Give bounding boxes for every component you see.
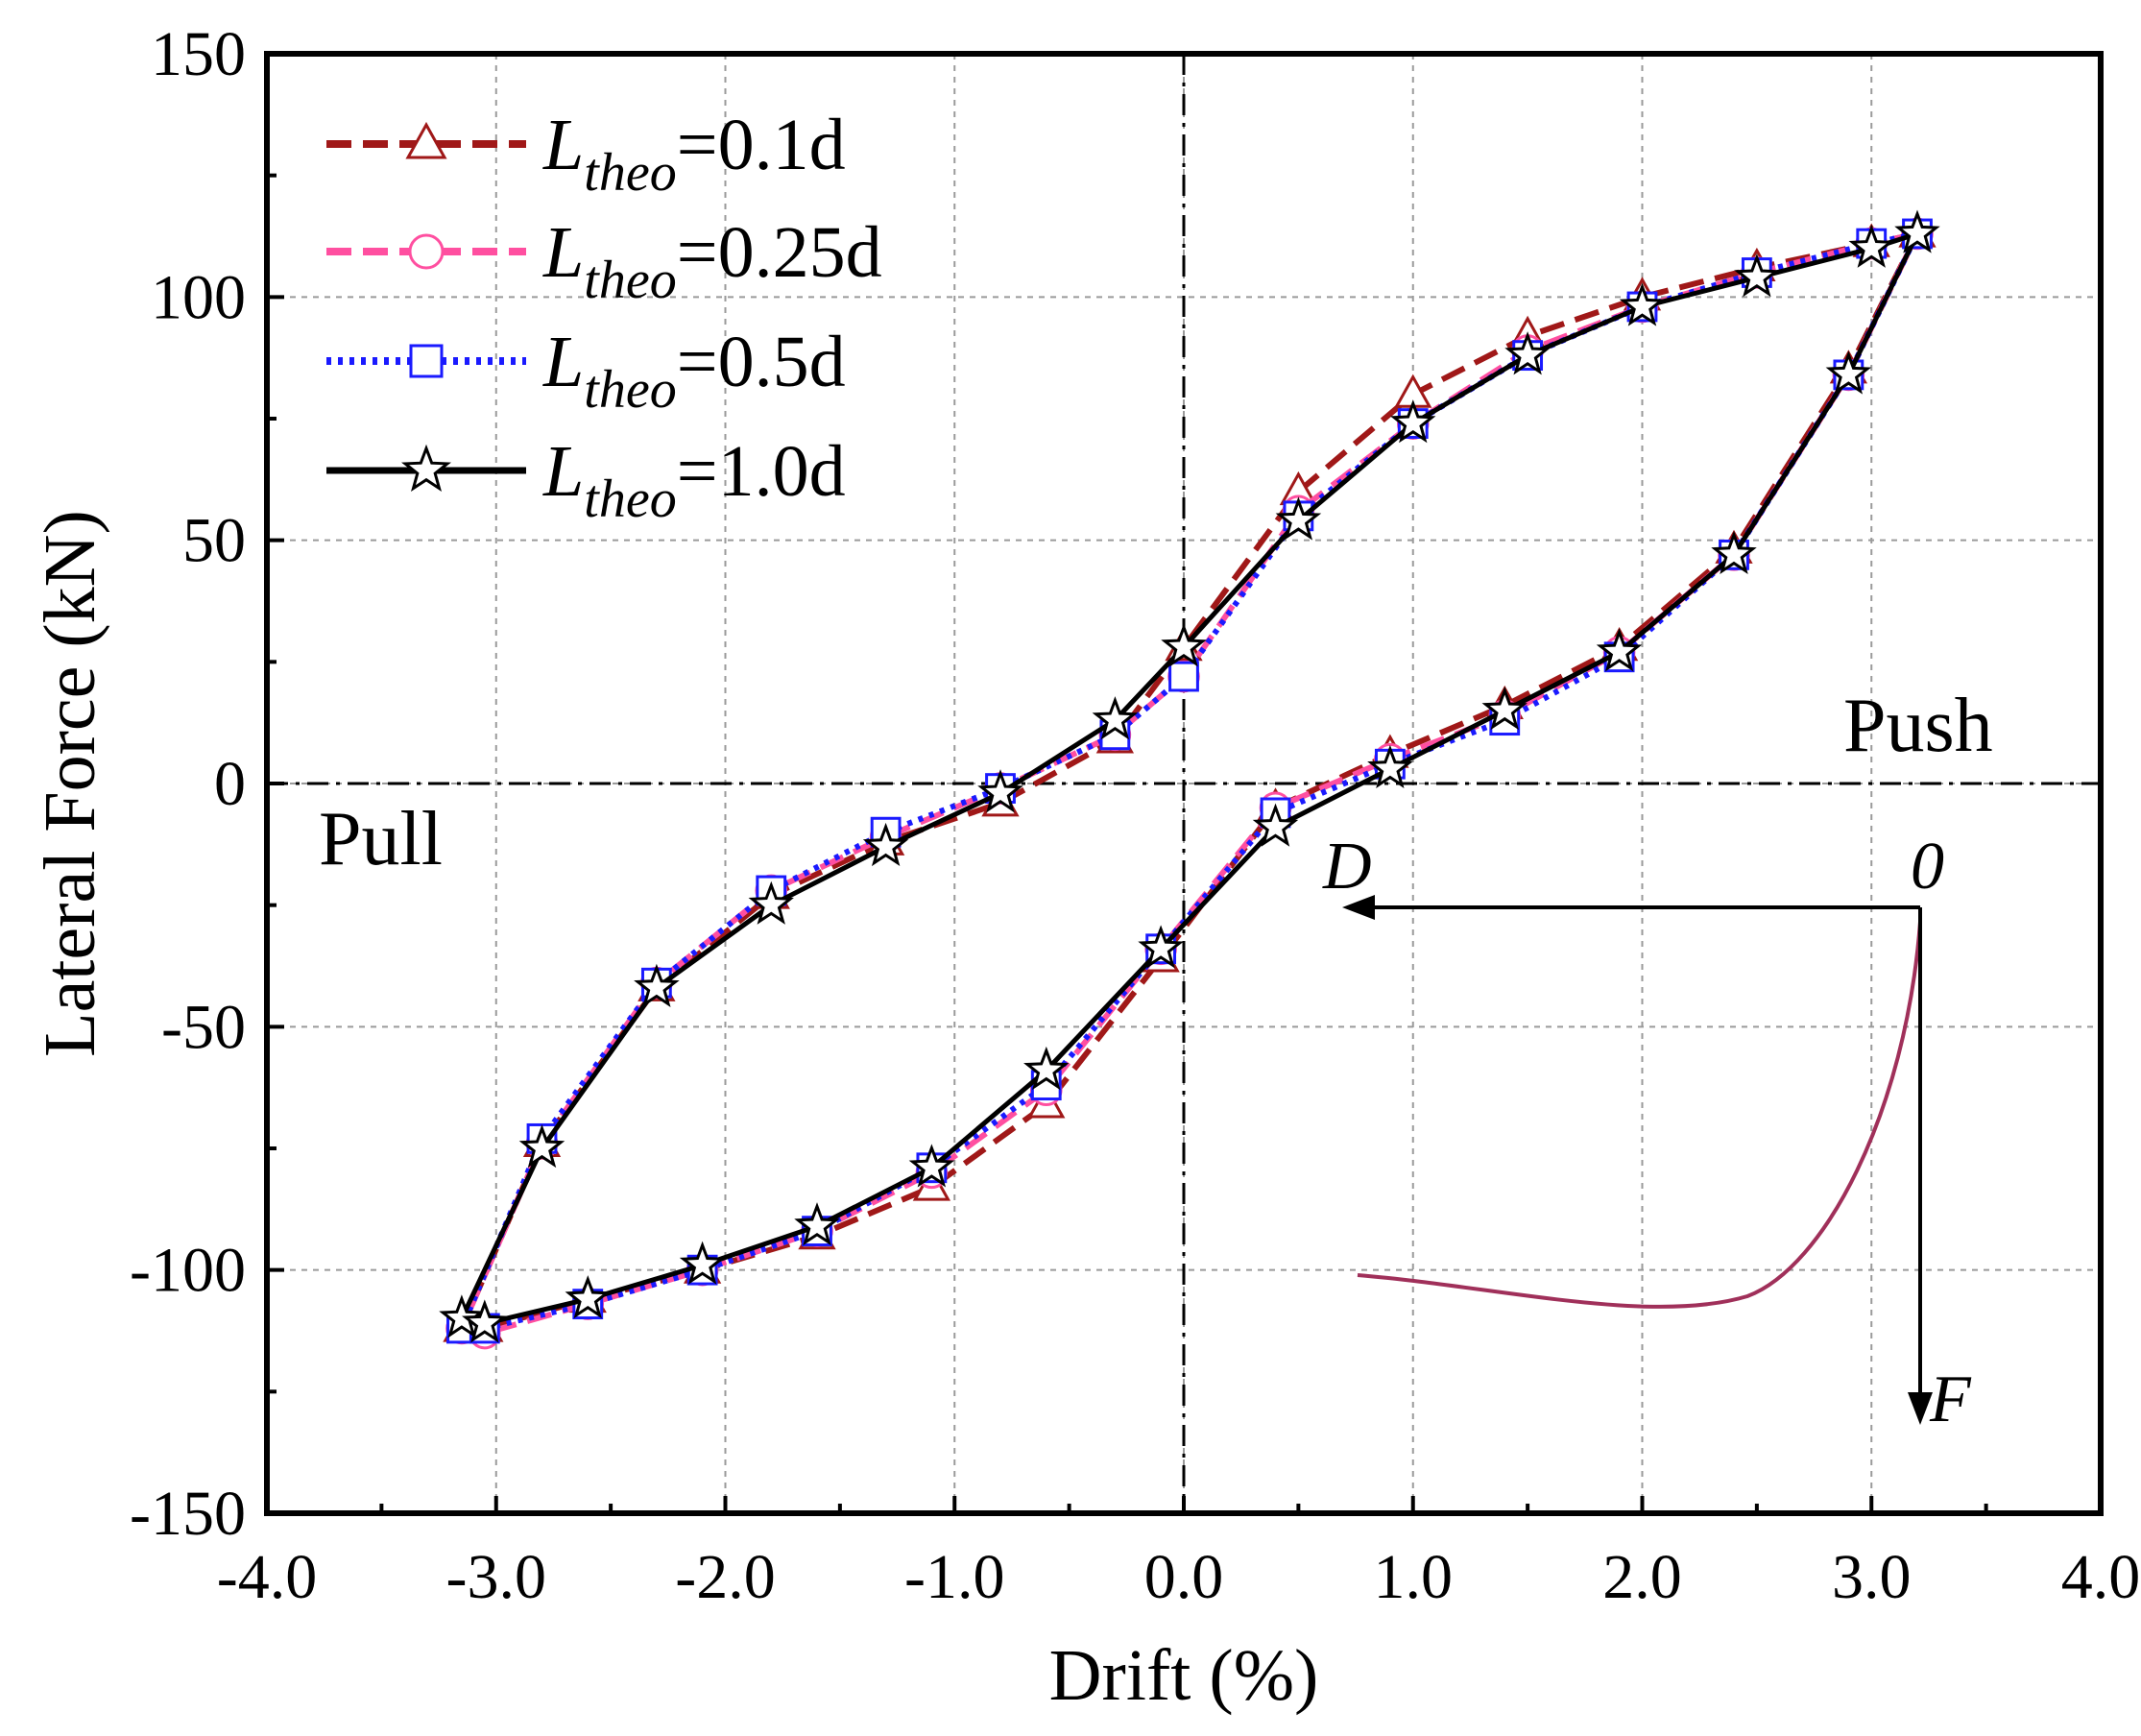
inset-f-arrowhead (1908, 1392, 1933, 1425)
legend-label-sub: theo (584, 470, 676, 529)
push-label: Push (1843, 684, 1993, 768)
star-marker (679, 1241, 726, 1285)
star-marker (565, 1275, 611, 1319)
inset-diagram: 0 D F (1322, 830, 1972, 1436)
circle-marker (408, 233, 445, 270)
legend-item: Ltheo=1.0d (326, 431, 846, 529)
series (439, 209, 1940, 1350)
legend-label: Ltheo=1.0d (542, 431, 846, 529)
star-marker (1825, 350, 1872, 395)
star-marker (634, 963, 680, 1007)
legend: Ltheo=0.1dLtheo=0.25dLtheo=0.5dLtheo=1.0… (326, 105, 882, 529)
y-tick-label: -150 (130, 1479, 246, 1549)
legend-item: Ltheo=0.5d (326, 322, 846, 420)
x-tick-label: -4.0 (217, 1542, 317, 1612)
y-tick-label: 50 (182, 506, 246, 576)
y-axis-title: Lateral Force (kN) (30, 510, 110, 1057)
inset-f-label: F (1929, 1362, 1972, 1436)
star-marker (1367, 744, 1413, 788)
y-tick-label: 0 (214, 749, 246, 819)
y-tick-label: 100 (151, 262, 246, 332)
legend-label-value: =1.0d (677, 431, 846, 512)
star-marker (1481, 687, 1528, 731)
star-marker (518, 1124, 565, 1169)
legend-label-main: L (542, 431, 584, 512)
legend-label-main: L (542, 212, 584, 293)
legend-label: Ltheo=0.5d (542, 322, 846, 420)
y-tick-label: 150 (151, 19, 246, 89)
star-marker (1138, 925, 1184, 969)
axis-ticks (265, 52, 2103, 1515)
legend-label-sub: theo (584, 251, 676, 310)
pull-label: Pull (319, 797, 443, 881)
legend-label: Ltheo=0.1d (542, 105, 846, 203)
star-marker (1023, 1046, 1070, 1091)
star-marker (977, 769, 1023, 813)
star-marker (1252, 803, 1299, 847)
inset-d-arrowhead (1342, 895, 1375, 920)
star-marker (862, 822, 909, 867)
legend-label-value: =0.5d (677, 322, 846, 402)
triangle-marker (405, 121, 447, 159)
star-marker (1161, 623, 1207, 667)
x-tick-label: 0.0 (1144, 1542, 1224, 1612)
legend-label-value: =0.1d (677, 105, 846, 185)
legend-label-sub: theo (584, 360, 676, 420)
star-marker (1711, 530, 1757, 575)
x-tick-label: -2.0 (675, 1542, 775, 1612)
star-marker (1848, 224, 1894, 268)
star-marker (1275, 496, 1322, 541)
x-tick-label: -3.0 (446, 1542, 546, 1612)
x-tick-label: 1.0 (1374, 1542, 1454, 1612)
series-star (439, 209, 1940, 1343)
inset-origin-label: 0 (1911, 830, 1944, 904)
x-tick-label: 4.0 (2061, 1542, 2141, 1612)
star-marker (1894, 209, 1940, 253)
legend-item: Ltheo=0.1d (326, 105, 846, 203)
star-marker (1596, 628, 1643, 672)
legend-label-sub: theo (584, 143, 676, 203)
legend-label: Ltheo=0.25d (542, 212, 882, 310)
inset-d-label: D (1322, 830, 1372, 904)
star-marker (439, 1294, 485, 1338)
y-tick-label: -100 (130, 1236, 246, 1306)
square-marker (1168, 661, 1199, 692)
star-marker (794, 1202, 840, 1246)
x-tick-label: -1.0 (904, 1542, 1004, 1612)
x-axis-title: Drift (%) (1049, 1635, 1319, 1716)
star-marker (1504, 331, 1551, 375)
zero-reference-lines (267, 54, 2101, 1513)
star-marker (748, 880, 794, 925)
star-marker (1390, 399, 1436, 444)
legend-label-main: L (542, 322, 584, 402)
legend-item: Ltheo=0.25d (326, 212, 882, 310)
legend-label-main: L (542, 105, 584, 185)
star-marker (462, 1299, 508, 1343)
star-marker (401, 444, 451, 493)
inset-curve (1357, 921, 1922, 1309)
square-marker (409, 344, 444, 378)
y-tick-label: -50 (161, 992, 246, 1062)
x-tick-label: 3.0 (1832, 1542, 1912, 1612)
star-marker (1619, 282, 1666, 326)
star-marker (1734, 253, 1780, 298)
tick-labels: -4.0 -3.0 -2.0 -1.0 0.0 1.0 2.0 3.0 4.0 150 100 50 0… (130, 19, 2140, 1612)
x-tick-label: 2.0 (1602, 1542, 1682, 1612)
star-marker (1092, 696, 1139, 740)
legend-label-value: =0.25d (677, 212, 882, 293)
star-marker (908, 1144, 955, 1188)
